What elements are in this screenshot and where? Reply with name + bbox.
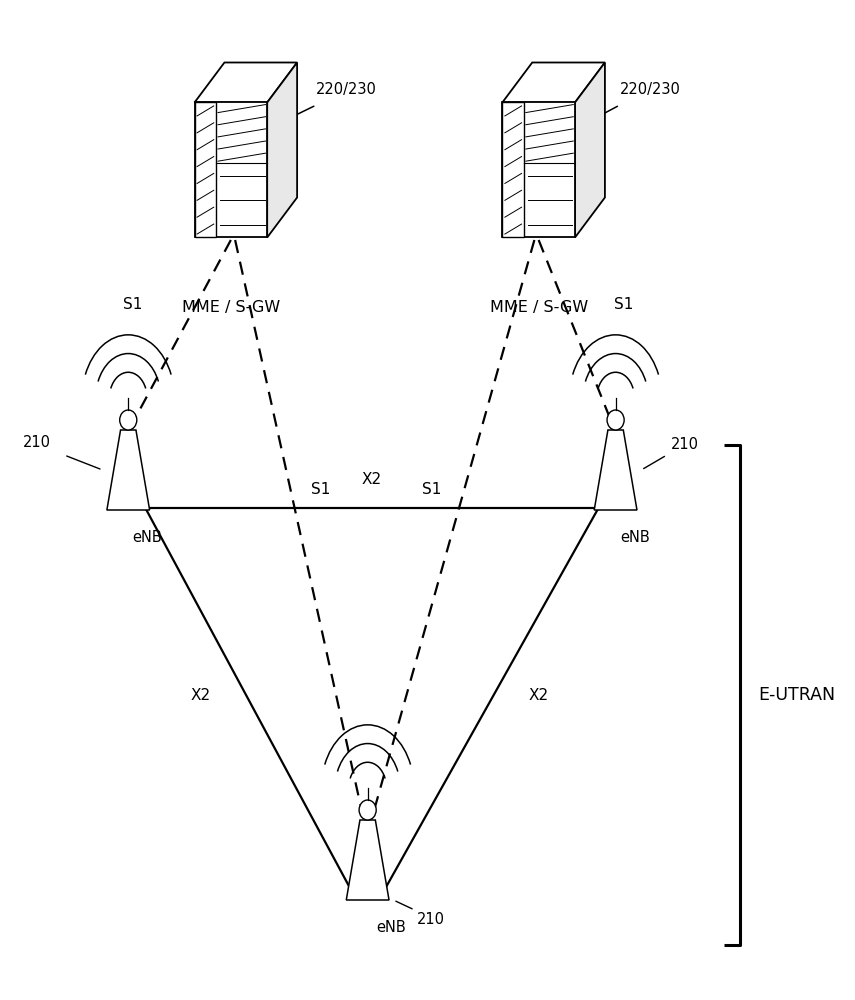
Text: 220/230: 220/230 (620, 82, 681, 97)
Circle shape (607, 410, 624, 430)
Polygon shape (503, 102, 524, 237)
Text: 210: 210 (417, 912, 445, 927)
Text: MME / S-GW: MME / S-GW (182, 300, 280, 315)
Text: eNB: eNB (133, 530, 162, 545)
Polygon shape (594, 430, 637, 510)
Text: 210: 210 (23, 435, 51, 450)
Text: S1: S1 (615, 297, 634, 312)
Text: 220/230: 220/230 (316, 82, 377, 97)
Circle shape (359, 800, 376, 820)
Text: eNB: eNB (620, 530, 650, 545)
Polygon shape (107, 430, 150, 510)
Polygon shape (575, 62, 605, 237)
Text: E-UTRAN: E-UTRAN (758, 686, 835, 704)
Circle shape (120, 410, 137, 430)
Polygon shape (503, 62, 605, 102)
Text: MME / S-GW: MME / S-GW (490, 300, 587, 315)
Text: S1: S1 (123, 297, 142, 312)
Text: eNB: eNB (376, 920, 406, 935)
Polygon shape (195, 62, 298, 102)
Text: X2: X2 (362, 473, 382, 488)
Text: S1: S1 (311, 483, 330, 497)
Polygon shape (346, 820, 389, 900)
Polygon shape (195, 102, 216, 237)
Text: S1: S1 (422, 483, 441, 497)
Text: 210: 210 (671, 437, 699, 452)
Polygon shape (195, 102, 267, 237)
Text: X2: X2 (191, 688, 211, 702)
Text: X2: X2 (528, 688, 549, 702)
Polygon shape (267, 62, 298, 237)
Polygon shape (503, 102, 575, 237)
